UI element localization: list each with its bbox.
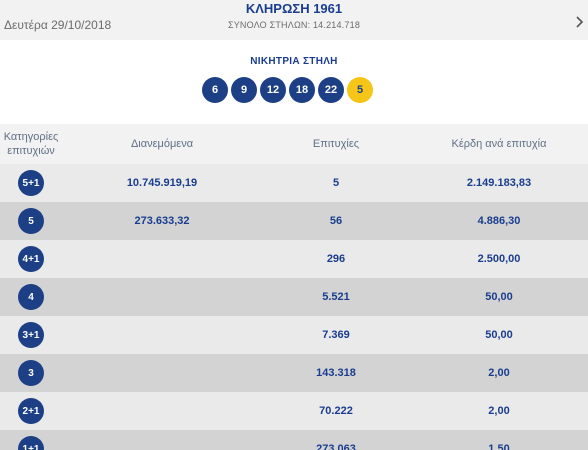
- table-row: 4+1 296 2.500,00: [0, 240, 588, 278]
- total-columns: ΣΥΝΟΛΟ ΣΤΗΛΩΝ: 14.214.718: [227, 20, 361, 30]
- winners-value: 143.318: [316, 367, 356, 379]
- prize-value: 50,00: [485, 291, 513, 303]
- prize-value: 2.149.183,83: [466, 177, 532, 189]
- distributed-value: [62, 392, 262, 430]
- winning-number-ball: 12: [260, 77, 286, 103]
- distributed-value: [62, 316, 262, 354]
- draw-title: ΚΛΗΡΩΣΗ 1961: [245, 1, 343, 16]
- winning-number-ball: 6: [202, 77, 228, 103]
- chevron-right-icon[interactable]: [573, 14, 587, 30]
- winners-value: 5.521: [322, 291, 350, 303]
- winners-value: 5: [332, 177, 340, 189]
- prize-table-header: Κατηγορίες επιτυχιών Διανεμόμενα Επιτυχί…: [0, 124, 588, 164]
- winning-number-ball: 22: [318, 77, 344, 103]
- prize-value: 4.886,30: [477, 215, 521, 227]
- table-row: 5+1 10.745.919,19 5 2.149.183,83: [0, 164, 588, 202]
- winners-value: 273.063: [316, 443, 356, 450]
- prize-value: 1,50: [488, 443, 510, 450]
- prize-value: 2,00: [488, 367, 510, 379]
- table-row: 3 143.318 2,00: [0, 354, 588, 392]
- winners-value: 70.222: [319, 405, 353, 417]
- header-distributed: Διανεμόμενα: [130, 138, 194, 150]
- winning-number-ball: 9: [231, 77, 257, 103]
- category-badge: 5: [18, 208, 44, 234]
- category-badge: 4: [18, 284, 44, 310]
- distributed-value: [62, 278, 262, 316]
- category-badge: 2+1: [18, 398, 44, 424]
- table-row: 2+1 70.222 2,00: [0, 392, 588, 430]
- distributed-value: 273.633,32: [134, 215, 190, 227]
- header-category: Κατηγορίες επιτυχιών: [3, 131, 59, 157]
- joker-ball: 5: [347, 77, 373, 103]
- category-badge: 4+1: [18, 246, 44, 272]
- category-badge: 5+1: [18, 170, 44, 196]
- category-badge: 1+1: [18, 436, 44, 450]
- prize-value: 50,00: [485, 329, 513, 341]
- distributed-value: [62, 240, 262, 278]
- prize-value: 2,00: [488, 405, 510, 417]
- winning-numbers: 6 9 12 18 22 5: [202, 77, 373, 103]
- winners-value: 56: [329, 215, 343, 227]
- table-row: 3+1 7.369 50,00: [0, 316, 588, 354]
- distributed-value: 10.745.919,19: [126, 177, 198, 189]
- distributed-value: [62, 430, 262, 450]
- winners-value: 7.369: [322, 329, 350, 341]
- winning-column-label: ΝΙΚΗΤΡΙΑ ΣΤΗΛΗ: [250, 56, 338, 67]
- category-badge: 3: [18, 360, 44, 386]
- table-row: 4 5.521 50,00: [0, 278, 588, 316]
- winning-number-ball: 18: [289, 77, 315, 103]
- header-winners: Επιτυχίες: [312, 138, 360, 150]
- draw-date: Δευτέρα 29/10/2018: [4, 18, 112, 32]
- draw-header: Δευτέρα 29/10/2018 ΚΛΗΡΩΣΗ 1961 ΣΥΝΟΛΟ Σ…: [0, 0, 588, 40]
- table-row: 5 273.633,32 56 4.886,30: [0, 202, 588, 240]
- distributed-value: [62, 354, 262, 392]
- category-badge: 3+1: [18, 322, 44, 348]
- header-prize: Κέρδη ανά επιτυχία: [451, 138, 547, 150]
- table-row: 1+1 273.063 1,50: [0, 430, 588, 450]
- winners-value: 296: [326, 253, 346, 265]
- prize-value: 2.500,00: [477, 253, 521, 265]
